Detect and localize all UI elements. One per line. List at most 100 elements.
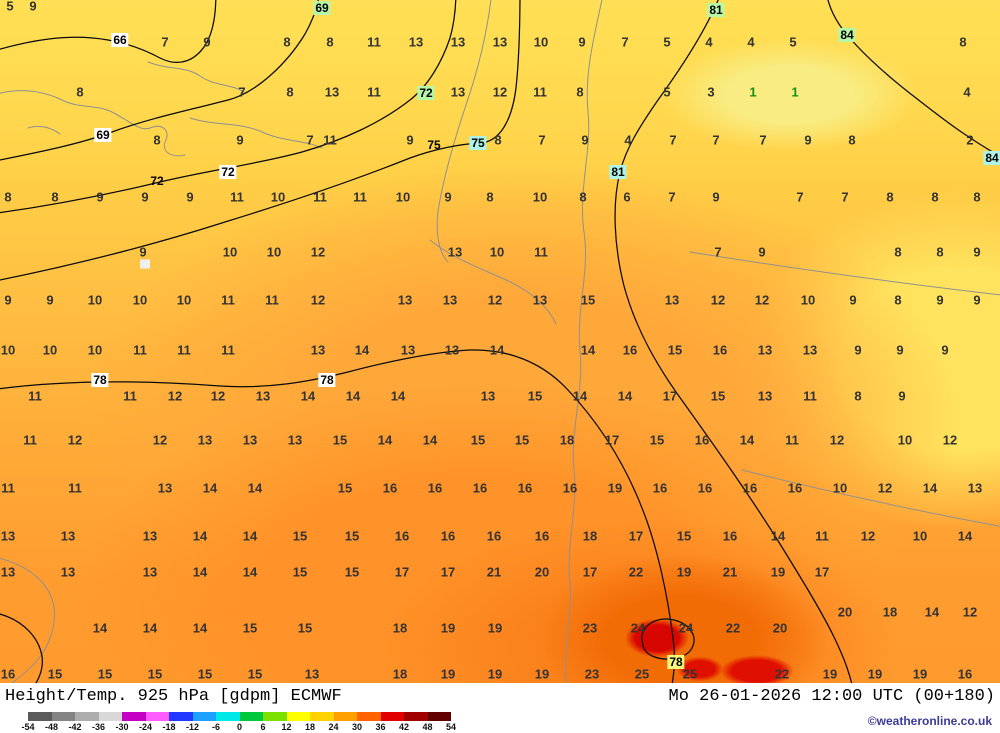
temp-value: 15 [667,342,683,358]
copyright-link[interactable]: ©weatheronline.co.uk [867,714,992,728]
temp-value: 17 [628,528,644,544]
temp-value: 8 [848,132,856,148]
temp-value: 19 [822,666,838,682]
temp-value: 14 [92,620,108,636]
temp-value: 11 [221,292,235,308]
color-scale-segment [380,712,404,721]
temp-value: 7 [538,132,546,148]
temp-value: 10 [270,189,286,205]
temp-value: 16 [517,480,533,496]
temp-value: 11 [534,244,548,260]
temp-value: 8 [576,84,584,100]
temp-value: 19 [912,666,928,682]
temp-value: 19 [487,620,503,636]
temp-value: 13 [157,480,173,496]
temp-value: 22 [725,620,741,636]
temp-value: 11 [313,189,327,205]
map-canvas[interactable]: 5 9 7 9 8 8 11 13 13 13 10 9 7 5 4 4 5 8 8 7 8 13 11 13 12 11 8 5 3 1… [0,0,1000,683]
temp-value: 13 [324,84,340,100]
temp-value: 17 [440,564,456,580]
color-scale-segment [216,712,240,721]
temp-value: 11 [177,342,191,358]
temp-value: 8 [76,84,84,100]
temp-value: 10 [42,342,58,358]
temp-value: 12 [310,292,326,308]
height-contour-label: 66 [111,33,129,47]
temp-value: 15 [147,666,163,682]
temp-value: 13 [408,34,424,50]
temp-value: 10 [87,292,103,308]
temp-value: 14 [489,342,505,358]
temp-value: 9 [406,132,414,148]
temp-value: 12 [962,604,978,620]
color-scale-segment [333,712,357,721]
temp-value: 7 [714,244,722,260]
temp-value: 16 [787,480,803,496]
temp-value: 14 [242,564,258,580]
color-scale-segment [239,712,263,721]
temp-value: 9 [46,292,54,308]
temp-value: 14 [242,528,258,544]
temp-value: 8 [494,132,502,148]
temp-value: 4 [705,34,713,50]
temp-value: 16 [472,480,488,496]
temp-value: 16 [622,342,638,358]
temp-value: 8 [283,34,291,50]
temp-value: 6 [623,189,631,205]
temp-value: 19 [676,564,692,580]
color-scale-segment [75,712,99,721]
temp-value: 8 [51,189,59,205]
temp-value: 11 [367,34,381,50]
temp-value: 8 [486,189,494,205]
temp-value: 9 [29,0,37,14]
color-scale-segment [51,712,75,721]
temp-value: 15 [676,528,692,544]
temp-value: 15 [649,432,665,448]
temp-value: 7 [306,132,314,148]
height-contour-label: 75 [469,136,487,150]
temp-value: 14 [192,620,208,636]
temp-value: 13 [400,342,416,358]
color-scale-tick-label: -54 [21,722,35,732]
temp-value: 3 [707,84,715,100]
temp-value: 19 [534,666,550,682]
temp-value: 10 [0,342,16,358]
temp-value: 25 [682,666,698,682]
temp-value: 14 [739,432,755,448]
temp-value: 13 [60,528,76,544]
temp-value: 15 [580,292,596,308]
temp-value: 19 [487,666,503,682]
temp-value: 2 [966,132,974,148]
temp-value: 9 [139,244,147,260]
color-scale-segment [192,712,216,721]
temp-value: 9 [141,189,149,205]
color-scale-segment [286,712,310,721]
temp-value: 20 [534,564,550,580]
color-scale-tick-label: 18 [304,722,316,732]
temp-value: 11 [353,189,367,205]
temp-value: 15 [292,528,308,544]
color-scale-tick-label: -48 [44,722,59,732]
temp-value: 12 [829,432,845,448]
temp-value: 13 [304,666,320,682]
color-scale-segment [169,712,193,721]
temp-value: 12 [487,292,503,308]
temp-value: 19 [867,666,883,682]
color-scale-tick-label: 0 [236,722,243,732]
temp-value: 7 [669,132,677,148]
temp-value: 9 [936,292,944,308]
temp-value: 24 [630,620,646,636]
temp-value: 4 [747,34,755,50]
temp-value: 13 [757,388,773,404]
temp-value: 11 [123,388,137,404]
temp-value: 10 [532,189,548,205]
temp-value: 10 [395,189,411,205]
color-scale-tick-label: -12 [185,722,200,732]
temp-value: 15 [297,620,313,636]
color-scale-tick-label: -30 [115,722,129,732]
temp-value: 8 [153,132,161,148]
color-scale-tick-label: 30 [351,722,363,732]
temp-value: 11 [1,480,15,496]
temp-value: 15 [710,388,726,404]
